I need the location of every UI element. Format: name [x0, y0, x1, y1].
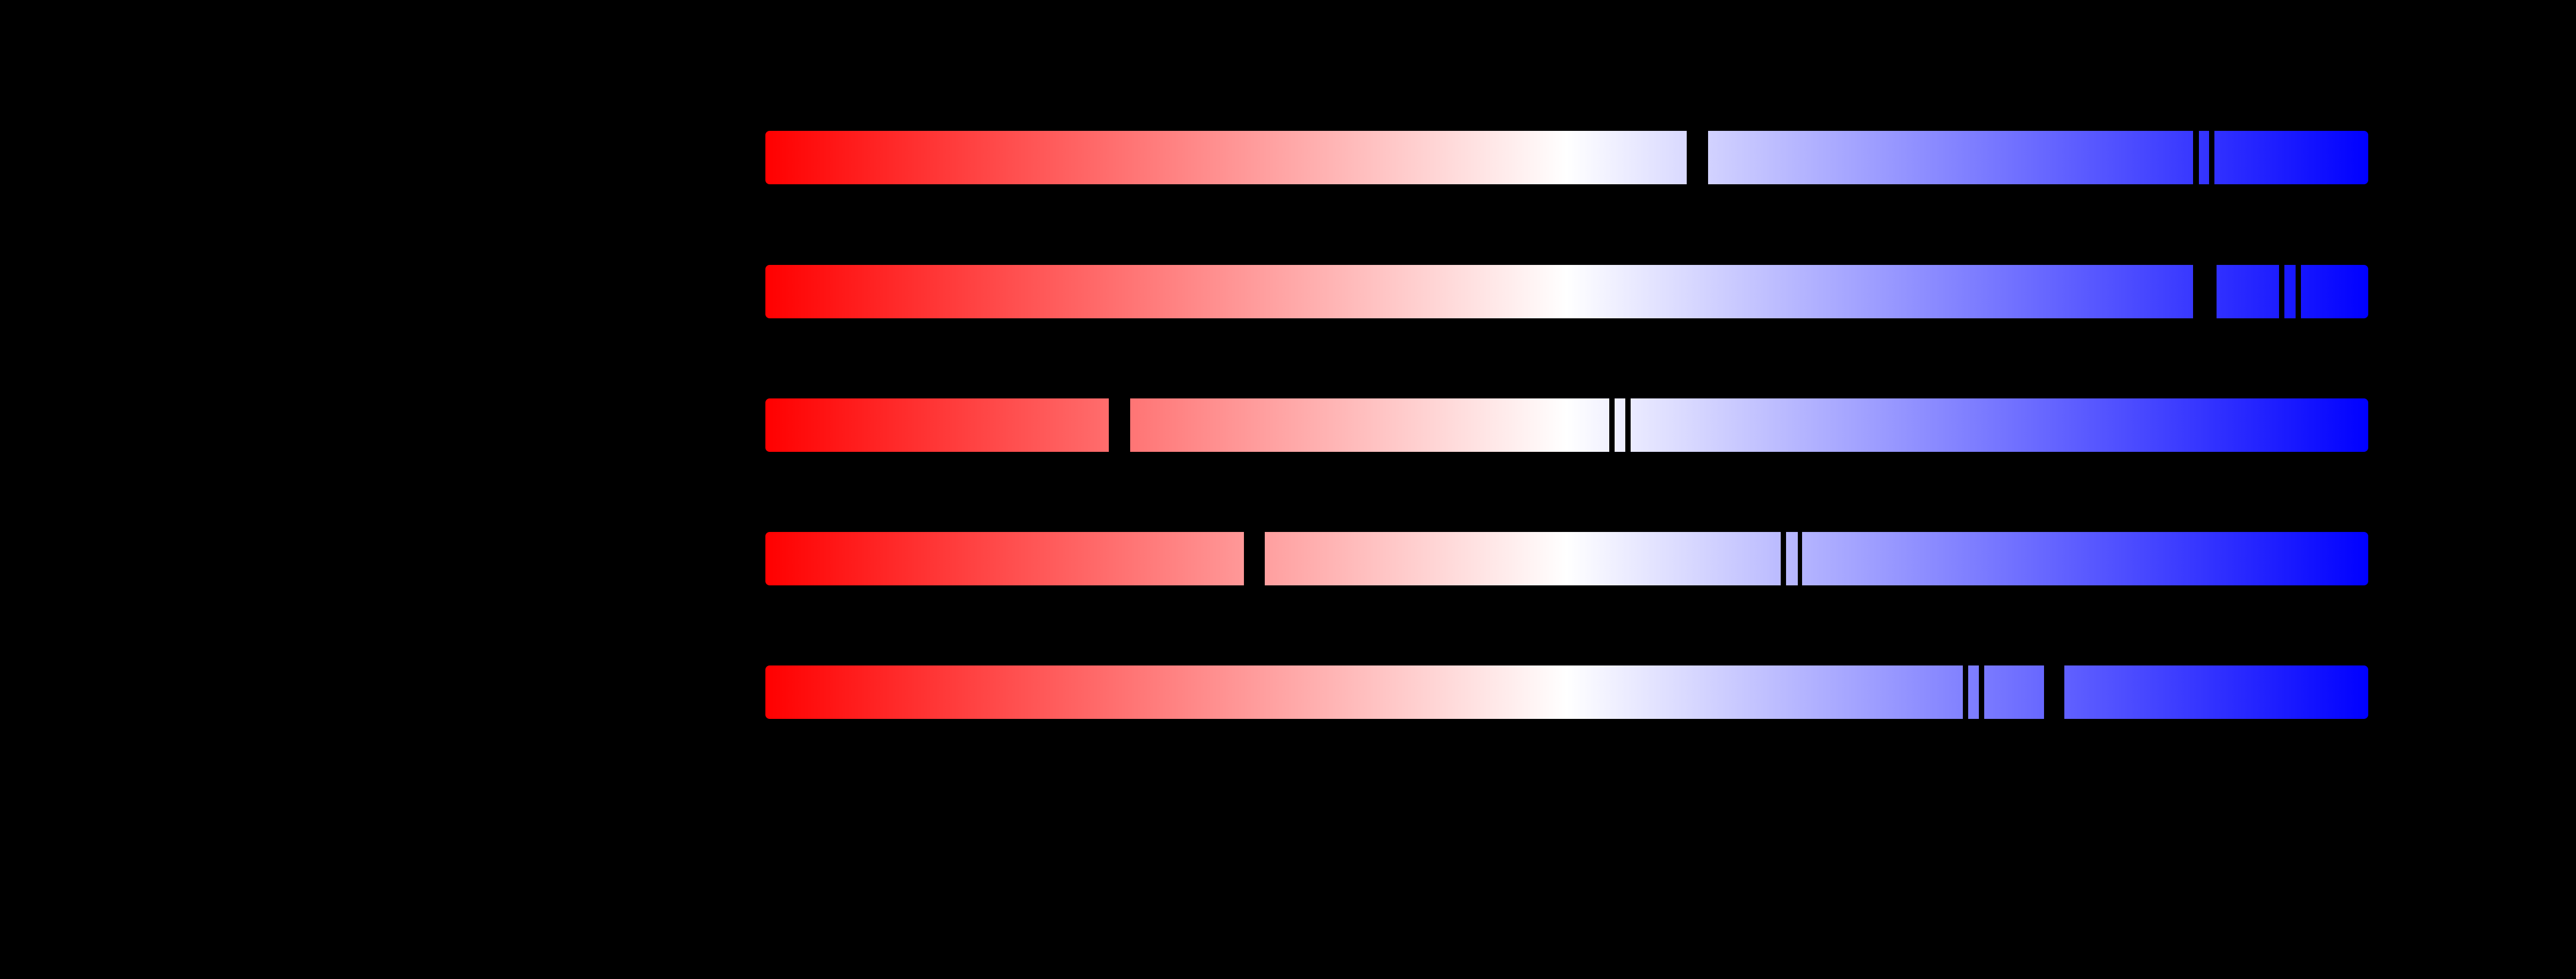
bar-gap-divider [2279, 264, 2284, 319]
bar-gap-divider [2044, 664, 2064, 720]
bar-gap-divider [2193, 130, 2199, 185]
bar-gap-divider [1244, 531, 1265, 586]
bar-gap-divider [1963, 664, 1968, 720]
bar-gap-divider [2193, 264, 2217, 319]
gradient-bar-row-5 [765, 664, 2368, 720]
bar-gap-divider [1609, 397, 1615, 453]
gradient-bar-row-1 [765, 130, 2368, 185]
bar-gap-divider [2296, 264, 2301, 319]
bar-gap-divider [2209, 130, 2214, 185]
bar-gap-divider [1798, 531, 1802, 586]
gradient-bar-row-2 [765, 264, 2368, 319]
bar-gap-divider [1781, 531, 1786, 586]
gradient-bar-row-3 [765, 397, 2368, 453]
bar-gap-divider [1109, 397, 1130, 453]
bar-gap-divider [1979, 664, 1984, 720]
gradient-bar-row-4 [765, 531, 2368, 586]
bar-gap-divider [1687, 130, 1708, 185]
bar-gap-divider [1625, 397, 1631, 453]
